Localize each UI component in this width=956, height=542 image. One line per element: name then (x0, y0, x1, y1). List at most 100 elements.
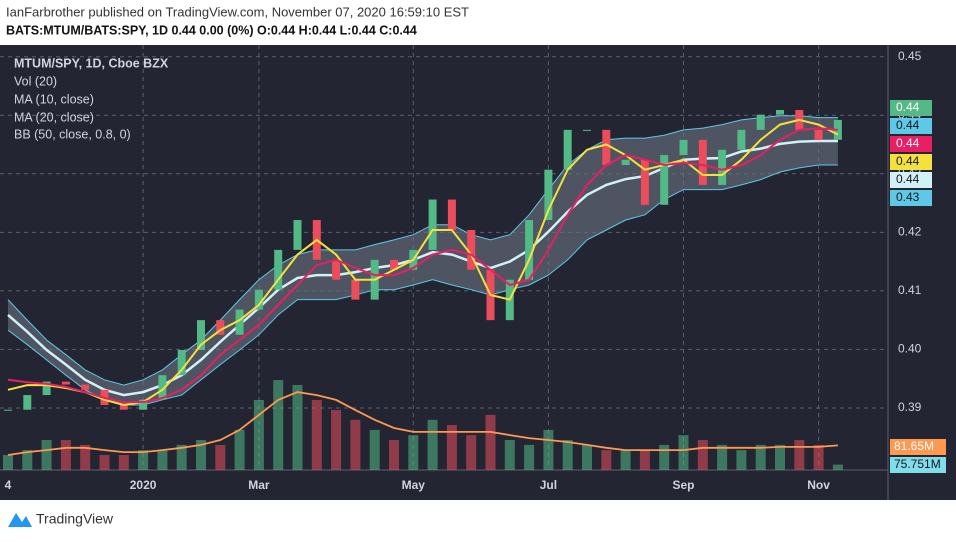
volume-bar (176, 444, 187, 470)
badge-bg (890, 136, 932, 152)
candle (640, 159, 649, 205)
volume-bar (427, 419, 438, 470)
candle (197, 320, 205, 350)
volume-bar (273, 380, 284, 470)
legend-entry: MA (20, close) (14, 110, 94, 124)
volume-bar (697, 440, 708, 470)
candle (119, 405, 128, 410)
candle (158, 375, 167, 400)
candle (177, 349, 186, 376)
legend-entry: BB (50, close, 0.8, 0) (14, 127, 131, 141)
candle (293, 220, 302, 250)
volume-bar (138, 450, 149, 470)
candle (235, 309, 244, 335)
volume-bar (41, 440, 52, 470)
header-bg (0, 0, 956, 45)
candle (447, 199, 456, 230)
candle (4, 409, 12, 411)
volume-bar (775, 444, 785, 470)
volume-bar (601, 450, 612, 470)
candle (254, 289, 263, 310)
volume-bar (446, 425, 457, 470)
badge-bg (890, 457, 946, 473)
volume-bar (60, 440, 71, 470)
volume-bar (408, 435, 419, 470)
candle (390, 259, 398, 270)
volume-bar (253, 399, 264, 470)
x-tick-label: 2020 (130, 478, 157, 492)
volume-bar (794, 440, 805, 470)
candle (525, 220, 534, 280)
volume-bar (80, 444, 91, 470)
volume-badge: 75.751M (890, 457, 946, 473)
candle (42, 381, 51, 396)
volume-badge: 81.65M (890, 439, 946, 455)
candle (602, 129, 611, 166)
candle (563, 129, 572, 170)
candle (756, 114, 765, 130)
candle (737, 129, 746, 150)
last-value-badge: 0.44 (890, 100, 932, 116)
volume-bar (311, 399, 322, 470)
candle (583, 129, 591, 131)
legend-entry: MA (10, close) (14, 92, 94, 106)
badge-bg (890, 190, 932, 206)
badge-bg (890, 100, 932, 116)
candle (679, 139, 688, 156)
moving-average (7, 118, 839, 407)
badge-label: 0.43 (896, 190, 920, 204)
x-tick-label: May (402, 478, 426, 492)
volume-bar (466, 435, 477, 470)
badge-bg (890, 118, 932, 134)
badge-bg (890, 439, 946, 455)
volume-bar (215, 444, 226, 470)
volume-bar (562, 440, 573, 470)
badge-bg (890, 172, 932, 188)
last-value-badge: 0.44 (890, 118, 932, 134)
badge-label: 0.44 (896, 100, 920, 114)
last-value-badge: 0.43 (890, 190, 932, 206)
moving-average (7, 127, 838, 404)
band-upper (7, 115, 838, 386)
candle (621, 159, 630, 166)
symbol-line: BATS:MTUM/BATS:SPY, 1D 0.44 0.00 (0%) O:… (6, 23, 417, 37)
volume-bar (582, 444, 592, 470)
candle (274, 249, 283, 290)
volume-bar (369, 429, 380, 470)
candle (81, 384, 90, 390)
badge-label: 0.44 (896, 154, 920, 168)
volume-bar (659, 444, 670, 470)
last-value-badge: 0.44 (890, 136, 932, 152)
y-tick-label: 0.42 (898, 224, 922, 238)
candle (776, 109, 784, 115)
volume-bar (3, 455, 13, 470)
badge-bg (890, 154, 932, 170)
badge-label: 0.44 (896, 118, 920, 132)
candle (61, 381, 70, 385)
badge-label: 0.44 (896, 136, 920, 150)
volume-bar (331, 410, 342, 470)
volume-bar (813, 444, 824, 470)
y-tick-label: 0.41 (898, 283, 922, 297)
volume-bar (234, 429, 245, 470)
candle (467, 229, 476, 270)
x-tick-label: Sep (672, 478, 694, 492)
candle (428, 199, 437, 250)
x-tick-label: 4 (5, 478, 12, 492)
candle (718, 149, 727, 185)
legend-entry: Vol (20) (14, 74, 57, 88)
candle (351, 279, 360, 300)
badge-label: 75.751M (894, 457, 941, 471)
candle (332, 259, 341, 280)
volume-bar (292, 384, 303, 470)
volume-bar (118, 455, 129, 470)
volume-bar (639, 450, 650, 470)
x-tick-label: Jul (540, 478, 557, 492)
x-tick-label: Nov (807, 478, 830, 492)
volume-bar (678, 435, 689, 470)
footer-bg (0, 500, 956, 537)
logo-icon (8, 513, 32, 527)
y-tick-label: 0.40 (898, 342, 922, 356)
y-tick-label: 0.45 (898, 49, 922, 63)
